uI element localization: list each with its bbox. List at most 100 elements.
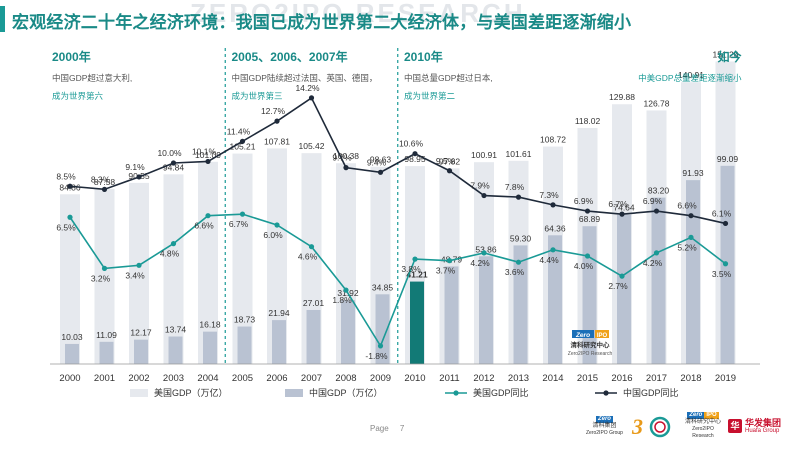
us-gdp-label-2005: 105.21 (230, 142, 256, 152)
cn-growth-label-2011: 9.5% (436, 156, 456, 166)
us-gdp-bar-2001 (94, 188, 115, 364)
us-growth-point-2003 (170, 241, 177, 247)
cn-growth-label-2010: 10.6% (399, 139, 424, 149)
x-tick-2001: 2001 (94, 373, 115, 384)
cn-gdp-label-2005: 18.73 (234, 315, 256, 325)
us-growth-point-2007 (308, 244, 315, 250)
us-gdp-label-2017: 126.78 (644, 98, 670, 108)
cn-growth-label-2016: 6.7% (608, 199, 628, 209)
us-gdp-bar-2002 (129, 182, 149, 364)
cn-growth-label-2004: 10.1% (192, 146, 217, 156)
us-growth-point-2015 (584, 253, 591, 259)
legend-cn-gdp-swatch (285, 389, 303, 397)
us-growth-line (69, 213, 726, 348)
us-growth-label-2010: 3.8% (401, 264, 421, 274)
us-growth-label-2011: 3.7% (436, 266, 456, 276)
chart-logo-name: 清科研究中心 (571, 340, 611, 349)
annotation-period-1: 2000年 (52, 49, 91, 64)
us-growth-point-2019 (722, 261, 729, 267)
cn-growth-label-2006: 12.7% (261, 106, 286, 116)
huafa-en: Huafa Group (745, 427, 780, 434)
us-gdp-label-2001: 87.58 (94, 177, 116, 187)
cn-growth-line (69, 96, 726, 225)
cn-gdp-label-2002: 12.17 (130, 328, 152, 338)
us-growth-label-2017: 4.2% (643, 258, 663, 268)
us-growth-label-2009: -1.8% (365, 351, 388, 361)
x-tick-2006: 2006 (266, 373, 287, 384)
cn-gdp-bar-2002 (134, 339, 148, 364)
us-growth-point-2000 (67, 214, 73, 220)
us-gdp-label-2018: 140.91 (678, 70, 704, 80)
x-tick-2000: 2000 (59, 373, 80, 384)
zero2ipo-group-logo: Zero 清科集团 Zero2IPO Group (586, 412, 626, 440)
cn-gdp-bar-2011 (444, 266, 459, 364)
x-tick-2019: 2019 (715, 373, 736, 384)
us-gdp-bar-2000 (60, 194, 80, 364)
cn-growth-label-2015: 6.9% (574, 196, 594, 206)
us-gdp-label-2019: 151.26 (713, 49, 739, 59)
cn-gdp-bar-2004 (203, 331, 217, 364)
cn-growth-label-2001: 8.3% (91, 174, 111, 184)
cn-growth-label-2008: 9.7% (332, 153, 352, 163)
cn-gdp-bar-2006 (272, 320, 286, 364)
us-growth-point-2013 (515, 259, 522, 265)
ipo-badge-icon: IPO (704, 412, 719, 419)
us-growth-point-2018 (688, 234, 694, 240)
huafa-group-logo: 华 华发集团 Huafa Group (728, 412, 794, 440)
cn-gdp-label-2004: 16.18 (199, 320, 221, 330)
cn-growth-point-2012 (481, 192, 487, 199)
us-growth-point-2001 (101, 265, 108, 271)
cn-growth-point-2001 (101, 186, 108, 192)
us-growth-point-2006 (274, 222, 280, 228)
cn-gdp-label-2001: 11.09 (96, 330, 117, 340)
cn-growth-point-2015 (584, 208, 591, 214)
cn-gdp-bar-2017 (651, 197, 666, 364)
page-label: Page (370, 424, 389, 433)
us-growth-point-2005 (239, 211, 246, 217)
cn-growth-label-2005: 11.4% (227, 126, 251, 136)
us-gdp-label-2010: 98.95 (404, 154, 426, 164)
legend-us-gdp: 美国GDP（万亿） (154, 387, 228, 398)
cn-gdp-bar-2003 (168, 336, 183, 364)
us-gdp-label-2006: 107.81 (264, 136, 290, 146)
us-growth-label-2012: 4.2% (470, 258, 490, 268)
chart-logo-badge2-icon (595, 330, 609, 338)
us-growth-point-2011 (446, 258, 453, 264)
chart-logo-badge: Zero (575, 332, 590, 339)
us-gdp-bar-2005 (232, 153, 253, 364)
x-tick-2010: 2010 (404, 373, 425, 384)
cn-gdp-bar-2014 (548, 235, 562, 364)
header: ZERO2IPO RESEARCH 宏观经济二十年之经济环境：我国已成为世界第二… (0, 0, 800, 40)
huafa-name: 华发集团 (745, 417, 782, 428)
us-growth-label-2004: 6.6% (194, 221, 214, 231)
cn-gdp-label-2019: 99.09 (717, 154, 739, 164)
x-tick-2002: 2002 (128, 373, 149, 384)
title-accent-bar (0, 6, 5, 32)
us-growth-point-2002 (136, 262, 142, 268)
cn-growth-point-2016 (619, 211, 625, 217)
us-growth-label-2018: 5.2% (677, 242, 697, 252)
cn-growth-point-2009 (377, 169, 384, 175)
cn-growth-label-2007: 14.2% (295, 83, 320, 93)
us-gdp-label-2008: 100.38 (333, 151, 359, 161)
cn-growth-point-2000 (67, 183, 73, 189)
x-tick-2011: 2011 (439, 373, 459, 384)
us-gdp-bar-2006 (267, 148, 287, 364)
us-gdp-label-2012: 100.91 (471, 150, 497, 160)
svg-text:3: 3 (631, 414, 643, 439)
research-name: 清科研究中心 (684, 419, 721, 425)
cn-growth-label-2019: 6.1% (712, 208, 732, 218)
us-gdp-label-2004: 101.09 (195, 150, 221, 160)
chart-logo-badge-icon (572, 330, 594, 338)
us-growth-point-2012 (481, 250, 487, 256)
cn-growth-point-2011 (446, 168, 453, 174)
cn-gdp-label-2016: 74.64 (613, 203, 635, 213)
us-growth-label-2007: 4.6% (298, 252, 318, 262)
cn-growth-point-2004 (205, 158, 211, 165)
us-growth-point-2009 (377, 343, 384, 349)
us-growth-label-2005: 6.7% (229, 219, 249, 229)
us-growth-label-2006: 6.0% (263, 230, 283, 240)
us-growth-label-2003: 4.8% (160, 249, 180, 259)
us-growth-label-2013: 3.6% (505, 267, 525, 277)
cn-growth-point-2014 (550, 202, 556, 208)
